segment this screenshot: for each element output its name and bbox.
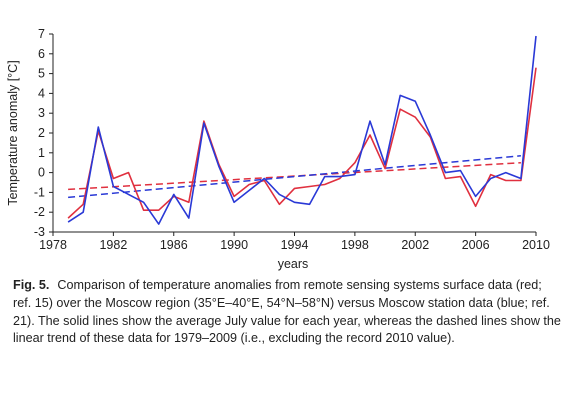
y-tick-label: 5 [38, 67, 45, 81]
chart-ticks: -3 -2 -1 0 1 2 3 4 5 6 7 1978 1982 1986 1990 1994 1998 20… [34, 27, 550, 252]
series-lines [67, 35, 537, 225]
x-tick-label: 1978 [39, 238, 67, 252]
y-tick-label: 7 [38, 27, 45, 41]
caption-label: Fig. 5. [13, 278, 50, 292]
y-tick-label: -2 [34, 205, 45, 219]
series-line-blue [67, 35, 537, 225]
y-axis-label: Temperature anomaly [°C] [6, 60, 20, 205]
x-tick-label: 1998 [341, 238, 369, 252]
x-tick-label: 1982 [99, 238, 127, 252]
trend-line-blue [68, 155, 521, 199]
y-tick-label: 1 [38, 146, 45, 160]
y-tick-label: 6 [38, 47, 45, 61]
trend-line-red [68, 161, 521, 191]
x-tick-label: 1990 [220, 238, 248, 252]
series-line-red [67, 67, 537, 219]
y-tick-label: -1 [34, 185, 45, 199]
caption-text: Comparison of temperature anomalies from… [13, 278, 561, 346]
x-tick-label: 1986 [160, 238, 188, 252]
x-axis-label: years [278, 257, 309, 271]
y-tick-label: -3 [34, 225, 45, 239]
y-tick-label: 0 [38, 166, 45, 180]
x-tick-label: 1994 [281, 238, 309, 252]
x-tick-label: 2002 [401, 238, 429, 252]
y-tick-label: 3 [38, 106, 45, 120]
figure-caption: Fig. 5. Comparison of temperature anomali… [13, 277, 561, 348]
y-tick-label: 4 [38, 86, 45, 100]
y-tick-label: 2 [38, 126, 45, 140]
x-tick-label: 2006 [462, 238, 490, 252]
trend-lines [68, 155, 521, 199]
line-chart: -3 -2 -1 0 1 2 3 4 5 6 7 1978 1982 1986 1990 1994 1998 20… [6, 27, 550, 271]
x-tick-label: 2010 [522, 238, 550, 252]
